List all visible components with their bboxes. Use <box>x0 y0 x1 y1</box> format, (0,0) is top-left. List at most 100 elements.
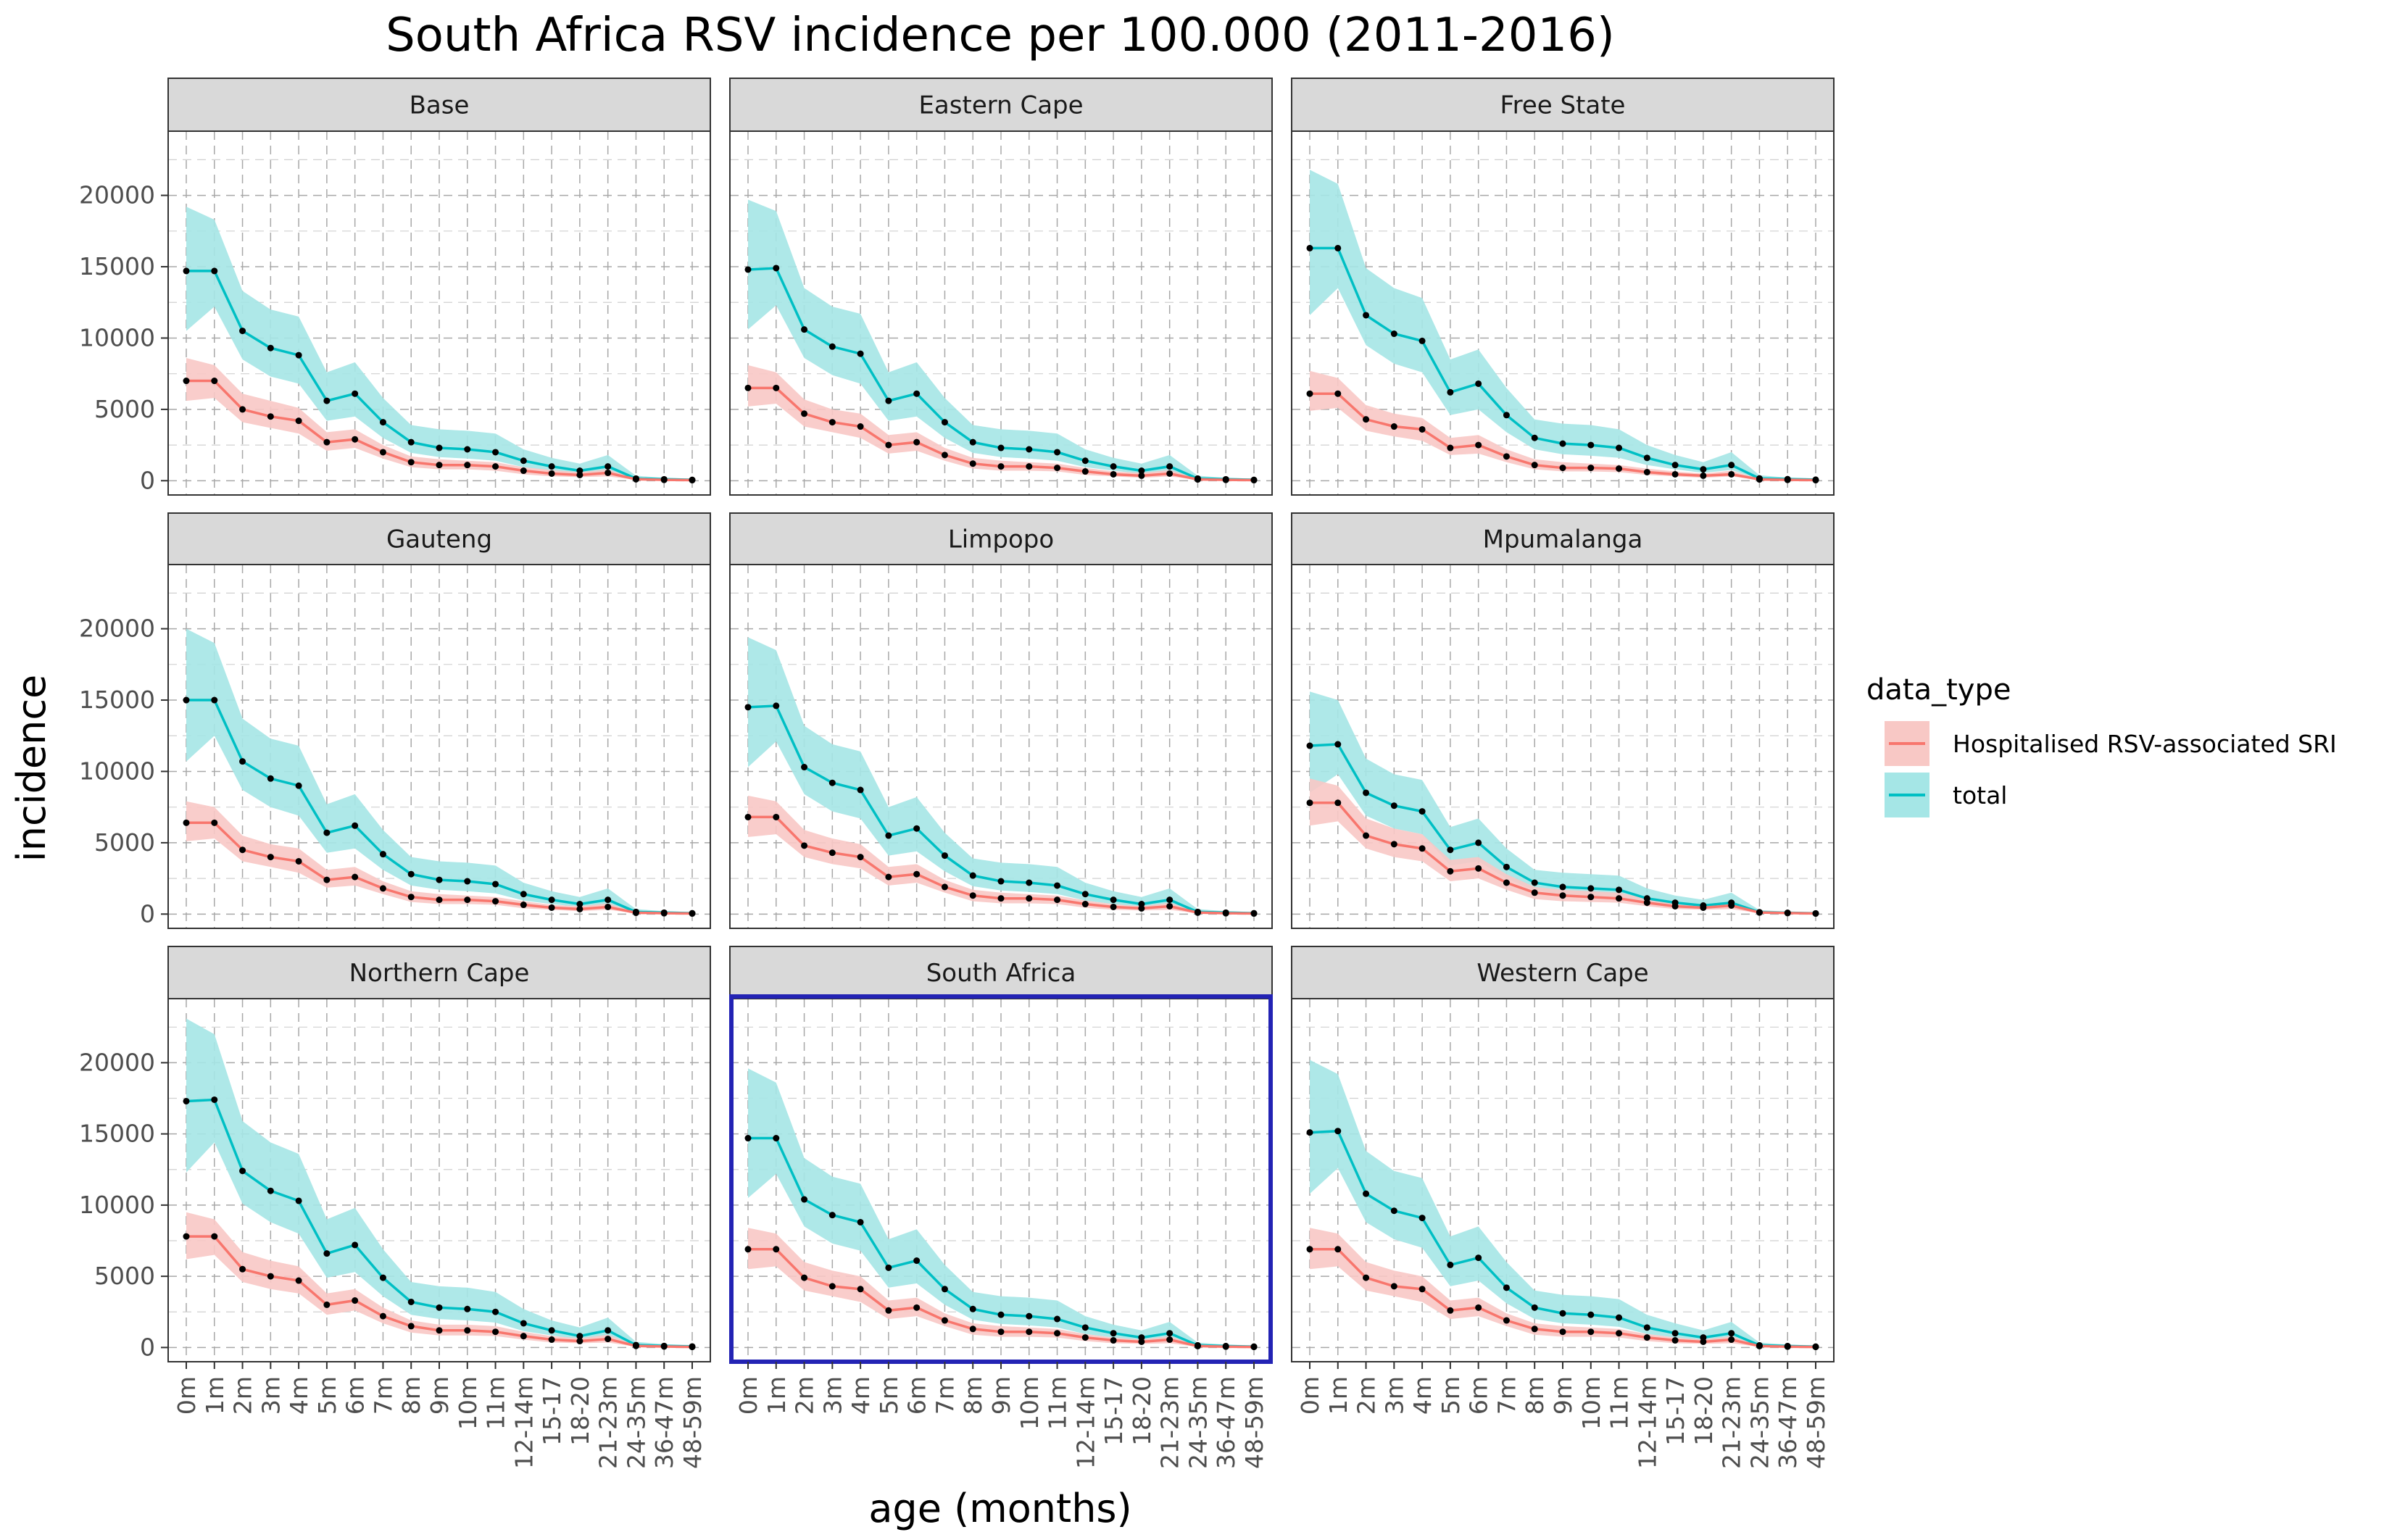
data-point-hospitalised <box>1306 390 1313 397</box>
data-point-hospitalised <box>1503 879 1510 886</box>
data-point-hospitalised <box>239 406 246 413</box>
data-point-hospitalised <box>1026 1328 1033 1336</box>
panel-northern-cape: Northern Cape <box>167 946 711 1362</box>
panel-south-africa: South Africa <box>729 946 1273 1364</box>
data-point-total <box>913 1257 921 1265</box>
x-tick-label: 24-35m <box>1745 1376 1774 1469</box>
x-tick-label: 6m <box>1465 1376 1493 1415</box>
data-point-total <box>436 876 443 883</box>
ribbon-total <box>1310 170 1816 480</box>
x-tick-label: 9m <box>1549 1376 1577 1415</box>
data-point-hospitalised <box>1110 470 1117 478</box>
x-tick-label: 15-17 <box>538 1376 566 1446</box>
x-tick-label: 12-14m <box>510 1376 538 1469</box>
data-point-hospitalised <box>295 1277 302 1284</box>
data-point-hospitalised <box>1334 1246 1342 1253</box>
x-tick-label: 5m <box>1437 1376 1465 1415</box>
x-tick-label: 21-23m <box>1718 1376 1746 1469</box>
data-point-hospitalised <box>1756 476 1763 483</box>
data-point-hospitalised <box>520 902 527 909</box>
data-point-total <box>1447 388 1454 396</box>
data-point-total <box>352 390 359 397</box>
data-point-total <box>379 1274 386 1281</box>
x-tick-label: 4m <box>1408 1376 1437 1415</box>
data-point-total <box>744 266 752 273</box>
data-point-hospitalised <box>576 905 583 912</box>
data-point-hospitalised <box>520 467 527 475</box>
data-point-hospitalised <box>436 1327 443 1334</box>
data-point-total <box>1166 463 1173 470</box>
data-point-total <box>183 696 190 704</box>
data-point-total <box>520 457 527 465</box>
data-point-total <box>857 786 864 794</box>
data-point-hospitalised <box>773 384 780 391</box>
data-point-hospitalised <box>407 459 415 466</box>
data-point-hospitalised <box>744 384 752 391</box>
data-point-hospitalised <box>1756 1342 1763 1349</box>
data-point-hospitalised <box>379 885 386 892</box>
x-tick-label: 0m <box>1296 1376 1324 1415</box>
data-point-hospitalised <box>492 1328 499 1336</box>
data-point-total <box>1054 1315 1061 1323</box>
data-point-total <box>1587 885 1595 892</box>
data-point-total <box>1559 883 1566 891</box>
x-tick-label: 18-20 <box>1690 1376 1718 1446</box>
data-point-total <box>1643 454 1650 462</box>
data-point-total <box>183 1097 190 1104</box>
strip-background <box>167 946 711 999</box>
data-point-total <box>1643 1324 1650 1331</box>
data-point-total <box>267 1187 274 1194</box>
data-point-hospitalised <box>1587 894 1595 901</box>
data-point-total <box>464 446 471 453</box>
data-point-total <box>1559 1310 1566 1317</box>
data-point-hospitalised <box>379 1312 386 1320</box>
x-tick-label: 36-47m <box>650 1376 678 1469</box>
data-point-total <box>1334 741 1342 748</box>
x-tick-label: 12-14m <box>1633 1376 1661 1469</box>
data-point-hospitalised <box>1363 832 1370 839</box>
data-point-hospitalised <box>323 438 331 446</box>
data-point-total <box>1418 808 1426 815</box>
data-point-hospitalised <box>1616 465 1623 473</box>
data-point-total <box>885 1264 892 1271</box>
data-point-total <box>1306 244 1313 251</box>
panel-border <box>1291 564 1835 929</box>
ribbon-total <box>1310 1060 1816 1347</box>
data-point-hospitalised <box>997 463 1005 470</box>
data-point-hospitalised <box>239 846 246 854</box>
data-point-total <box>773 702 780 709</box>
data-point-hospitalised <box>1138 472 1145 479</box>
data-point-hospitalised <box>1026 463 1033 470</box>
data-point-total <box>576 1333 583 1340</box>
panel-base: Base <box>167 78 711 496</box>
ribbon-total <box>186 628 692 914</box>
y-tick-label: 5000 <box>94 395 155 423</box>
data-point-total <box>1166 1330 1173 1337</box>
data-point-total <box>295 782 302 789</box>
panel-border <box>1291 130 1835 496</box>
data-point-hospitalised <box>1447 1307 1454 1314</box>
data-point-total <box>1334 244 1342 251</box>
data-point-hospitalised <box>1643 1334 1650 1341</box>
x-tick-label: 5m <box>313 1376 341 1415</box>
data-point-total <box>323 829 331 836</box>
x-axis-tick-labels: 0m 1m 2m 3m 4m 5m 6m 7m 8m 9m 10m 11m 12-14m 15-17 18-… <box>173 1362 1830 1469</box>
x-tick-label: 11m <box>1605 1376 1634 1430</box>
data-point-total <box>464 878 471 885</box>
x-tick-label: 1m <box>201 1376 229 1415</box>
data-point-hospitalised <box>941 1317 948 1324</box>
data-point-total <box>1587 1311 1595 1318</box>
data-point-total <box>857 350 864 357</box>
data-point-total <box>885 397 892 404</box>
data-point-hospitalised <box>1643 469 1650 476</box>
data-point-hospitalised <box>1475 865 1482 872</box>
data-point-total <box>941 1286 948 1293</box>
data-point-hospitalised <box>1812 910 1819 917</box>
strip-label: Free State <box>1500 91 1626 120</box>
legend: data_type Hospitalised RSV-associated SR… <box>1866 673 2337 817</box>
x-tick-label: 8m <box>1521 1376 1549 1415</box>
data-point-total <box>1503 1284 1510 1291</box>
data-point-total <box>1334 1128 1342 1135</box>
data-point-hospitalised <box>689 1344 696 1351</box>
data-point-hospitalised <box>969 460 976 467</box>
